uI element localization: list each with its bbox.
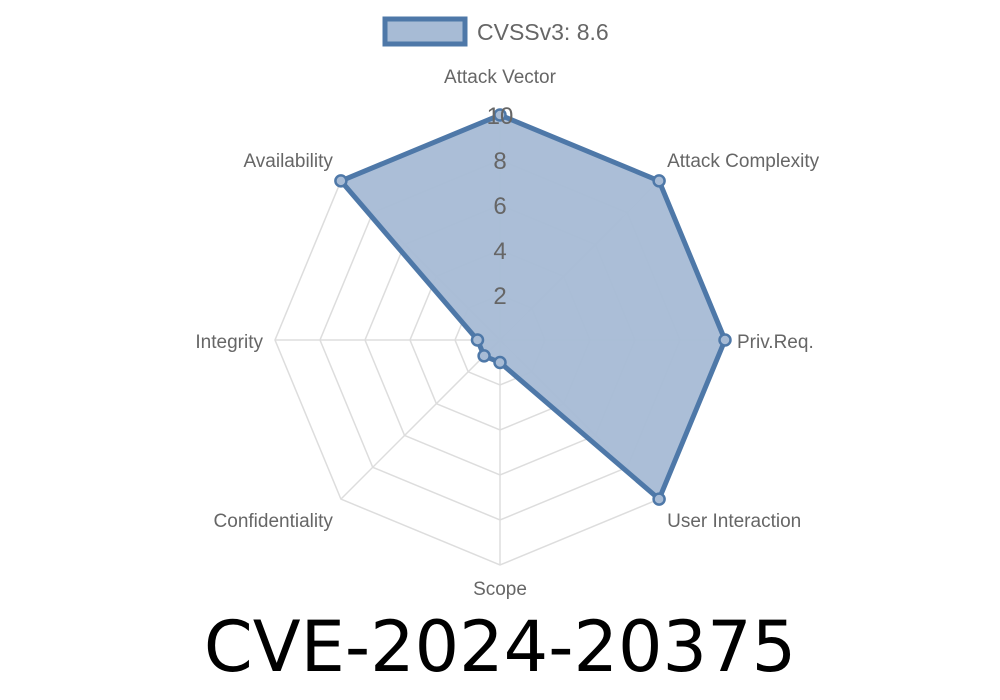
axis-label: Integrity	[195, 332, 263, 353]
chart-title: CVE-2024-20375	[203, 606, 797, 688]
tick-label: 10	[487, 103, 514, 130]
axis-label: User Interaction	[667, 511, 801, 532]
legend-label: CVSSv3: 8.6	[477, 19, 609, 45]
tick-label: 6	[493, 193, 506, 220]
grid-spoke	[340, 339, 501, 500]
data-point	[493, 355, 507, 370]
data-point	[652, 492, 666, 506]
axis-label: Attack Complexity	[667, 151, 820, 172]
data-point	[652, 174, 666, 188]
axis-label: Attack Vector	[444, 67, 557, 88]
data-point	[334, 174, 348, 188]
axis-label: Availability	[243, 151, 333, 172]
data-point	[493, 108, 507, 122]
tick-label: 4	[493, 238, 506, 265]
tick-label: 2	[493, 283, 506, 310]
axis-label: Scope	[473, 579, 527, 600]
axis-label: Confidentiality	[214, 511, 334, 532]
data-point	[477, 349, 491, 363]
legend-swatch	[382, 16, 468, 47]
tick-label: 8	[493, 148, 506, 175]
data-point	[470, 333, 485, 347]
data-point	[718, 333, 732, 347]
axis-label: Priv.Req.	[737, 332, 814, 353]
